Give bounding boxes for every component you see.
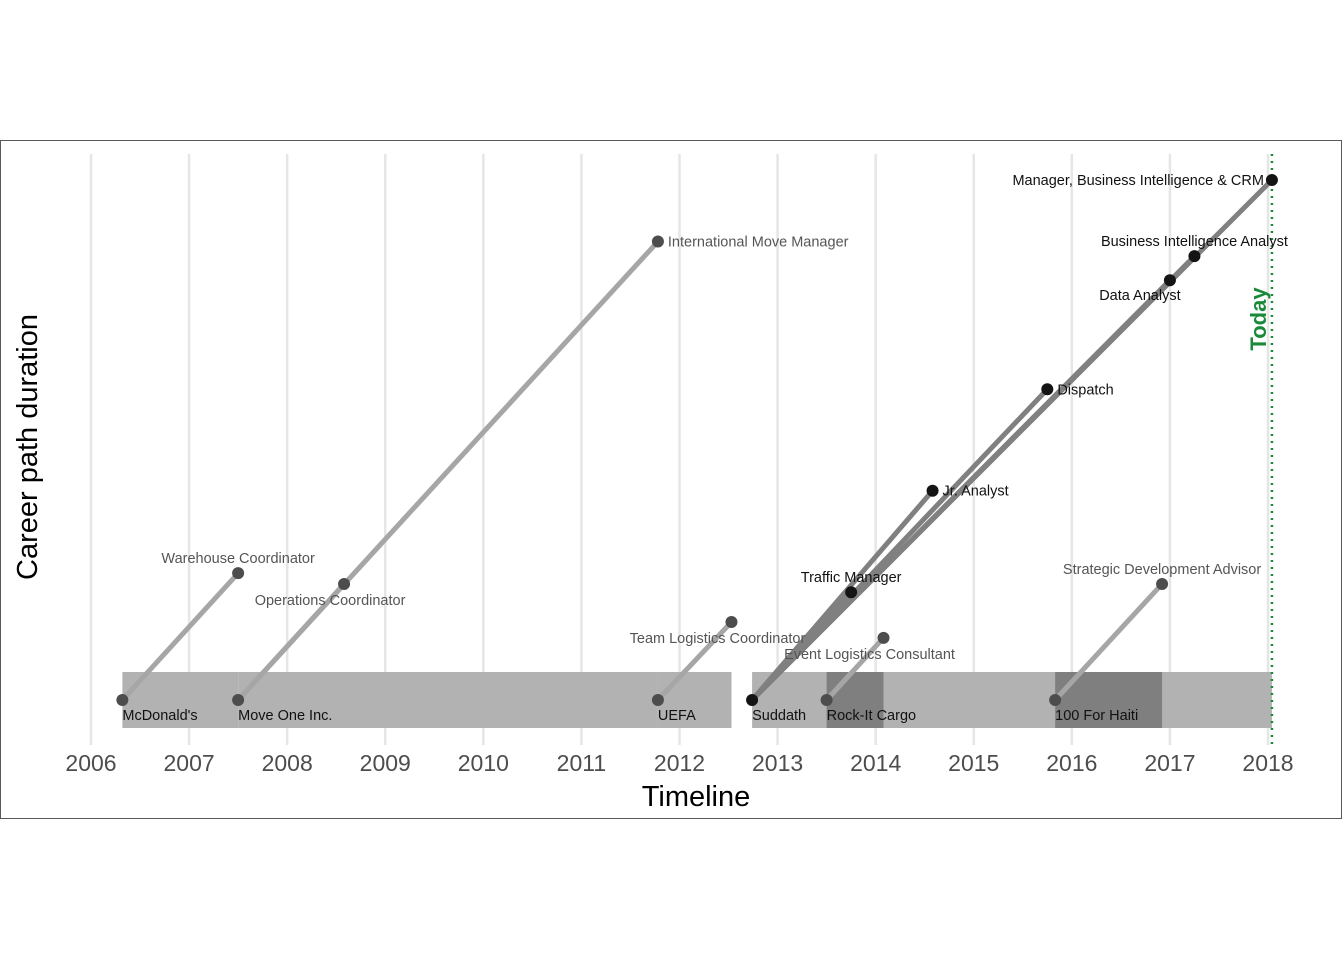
role-points [116,174,1278,706]
role-point-team-logistics-coordinator [725,616,738,628]
role-label-business-intelligence-analyst: Business Intelligence Analyst [1101,234,1288,250]
employer-label-uefa: UEFA [658,708,696,724]
role-point-international-move-manager [651,235,664,248]
x-tick-label-2010: 2010 [458,750,509,776]
role-label-warehouse-coordinator: Warehouse Coordinator [161,551,315,567]
role-point-event-logistics-consultant [877,631,890,644]
role-label-team-logistics-coordinator: Team Logistics Coordinator [630,631,806,647]
x-axis-ticks: 2006 2007 2008 2009 2010 2011 2012 2013 2014 2015… [65,750,1293,776]
role-line-event-logistics-consultant [824,635,887,703]
role-label-manager-business-intelligence-crm: Manager, Business Intelligence & CRM [1012,173,1263,189]
role-point-operations-coordinator [338,577,351,590]
employer-point-mcdonald-s [116,694,129,706]
y-axis-title: Career path duration [12,314,44,580]
role-label-operations-coordinator: Operations Coordinator [255,593,406,609]
x-tick-label-2012: 2012 [654,750,705,776]
x-tick-label-2007: 2007 [163,750,214,776]
role-point-jr-analyst [926,484,939,497]
employer-point-100-for-haiti [1049,694,1062,706]
role-point-strategic-development-advisor [1156,577,1169,590]
chart-frame [0,140,1342,819]
role-point-manager-business-intelligence-crm [1265,174,1278,186]
employer-point-suddath [746,694,759,706]
employer-overlap-suddath-rock-it-cargo [826,672,884,728]
x-tick-label-2013: 2013 [752,750,803,776]
employer-label-mcdonald-s: McDonald's [122,708,197,724]
x-tick-label-2015: 2015 [948,750,999,776]
x-tick-label-2018: 2018 [1242,750,1293,776]
employer-bars [122,672,1272,728]
x-tick-label-2014: 2014 [850,750,901,776]
employer-label-rock-it-cargo: Rock-It Cargo [827,708,916,724]
role-label-jr-analyst: Jr. Analyst [943,484,1009,500]
employer-point-uefa [651,694,664,706]
role-point-business-intelligence-analyst [1188,250,1201,263]
today-marker: Today [1246,154,1274,745]
role-point-traffic-manager [845,586,858,599]
role-line-international-move-manager [235,239,661,703]
role-point-warehouse-coordinator [232,567,245,580]
x-tick-label-2016: 2016 [1046,750,1097,776]
x-tick-label-2006: 2006 [65,750,116,776]
x-tick-label-2008: 2008 [262,750,313,776]
x-tick-label-2009: 2009 [360,750,411,776]
role-line-warehouse-coordinator [119,570,241,703]
x-tick-label-2011: 2011 [557,750,606,776]
role-label-international-move-manager: International Move Manager [668,235,849,251]
role-label-strategic-development-advisor: Strategic Development Advisor [1063,562,1261,578]
employer-bar-uefa [657,672,732,728]
employer-label-suddath: Suddath [752,708,806,724]
today-label: Today [1246,287,1271,351]
x-tick-label-2017: 2017 [1144,750,1195,776]
role-label-dispatch: Dispatch [1057,382,1113,398]
employer-point-move-one-inc [232,694,245,706]
role-point-dispatch [1041,383,1054,396]
role-label-data-analyst: Data Analyst [1099,288,1180,304]
role-lines [119,177,1275,703]
role-point-data-analyst [1163,274,1176,287]
role-label-traffic-manager: Traffic Manager [801,570,902,586]
employer-bar-move-one-inc [238,672,658,728]
employer-label-100-for-haiti: 100 For Haiti [1055,708,1138,724]
role-line-team-logistics-coordinator [655,619,734,703]
role-labels: McDonald's Move One Inc. UEFA Suddath Rock-I… [122,173,1288,724]
employer-point-rock-it-cargo [820,694,833,706]
employer-label-move-one-inc: Move One Inc. [238,708,332,724]
role-line-manager-business-intelligence-crm [749,177,1275,703]
x-axis-title: Timeline [642,781,751,813]
role-line-strategic-development-advisor [1052,581,1165,703]
role-label-event-logistics-consultant: Event Logistics Consultant [784,647,955,663]
